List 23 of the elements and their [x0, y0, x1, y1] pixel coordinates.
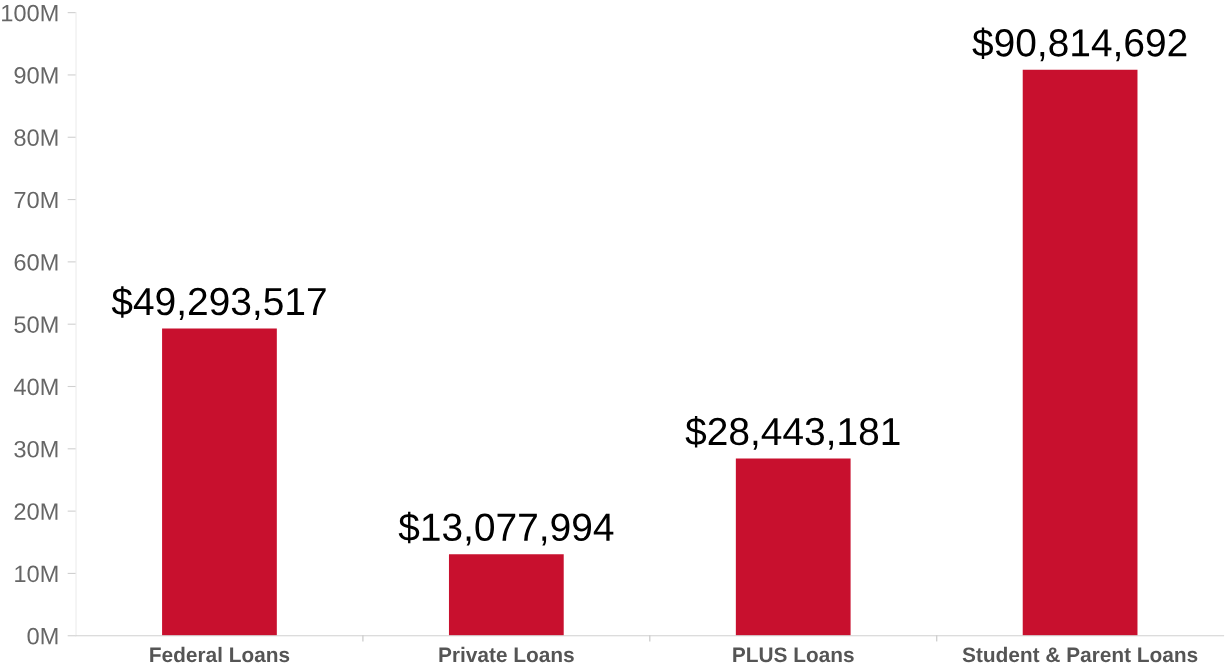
y-tick-label: 100M	[2, 4, 58, 22]
data-label: $28,443,181	[685, 416, 900, 450]
data-label: $90,814,692	[972, 27, 1187, 62]
y-tick-label: 30M	[14, 440, 58, 458]
x-tick-label: Private Loans	[439, 646, 574, 663]
bar	[1022, 69, 1138, 636]
bar	[735, 458, 851, 636]
y-tick-label: 50M	[14, 316, 58, 333]
y-tick-label: 0M	[27, 627, 58, 645]
y-tick-label: 90M	[14, 67, 58, 84]
x-tick-label: PLUS Loans	[733, 647, 854, 663]
x-tick-label: Student & Parent Loans	[962, 646, 1198, 663]
y-tick-label: 60M	[14, 253, 58, 271]
bar	[162, 328, 277, 636]
y-tick-label: 40M	[13, 378, 58, 396]
y-tick-label: 80M	[14, 129, 58, 147]
bar	[448, 554, 564, 636]
y-tick-label: 70M	[14, 191, 58, 209]
x-tick-label: Federal Loans	[150, 646, 290, 663]
data-label: $49,293,517	[111, 286, 326, 320]
y-tick-label: 20M	[14, 503, 58, 520]
y-tick-label: 10M	[15, 565, 58, 583]
data-label: $13,077,994	[398, 511, 614, 546]
